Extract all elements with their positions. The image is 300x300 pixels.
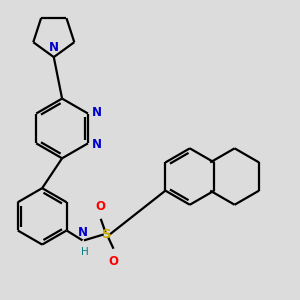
Text: O: O [109,255,119,268]
Text: N: N [92,106,102,119]
Text: N: N [77,226,88,239]
Text: N: N [92,138,102,151]
Text: O: O [95,200,105,213]
Text: H: H [81,247,89,257]
Text: S: S [102,228,111,241]
Text: N: N [49,41,59,54]
